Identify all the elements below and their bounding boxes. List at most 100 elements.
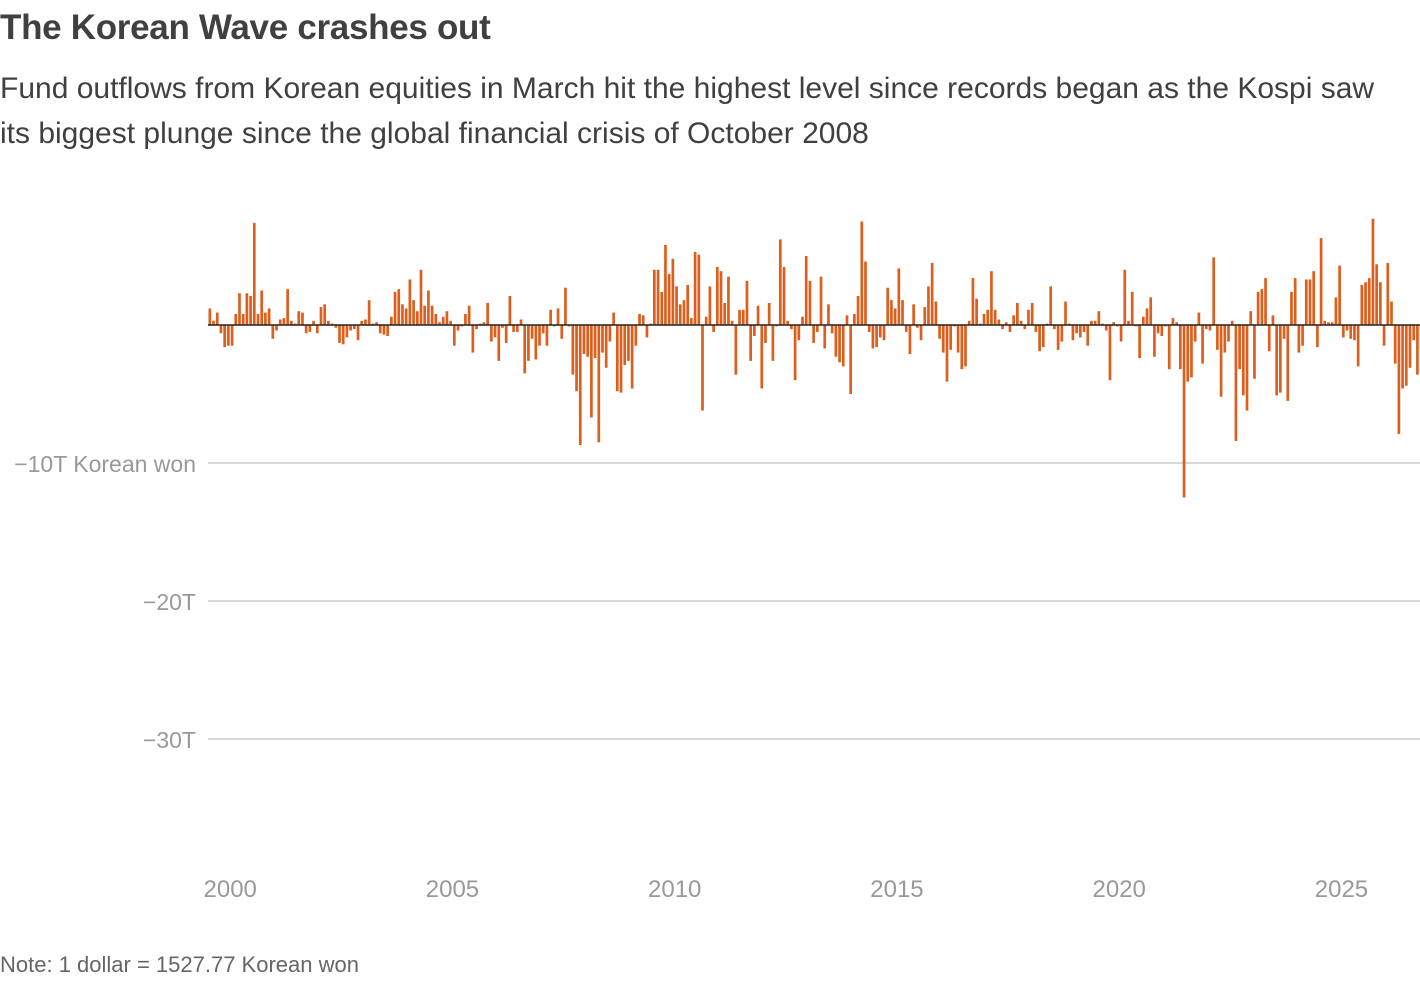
bar (404, 308, 408, 325)
bar (1353, 325, 1356, 341)
bar (319, 307, 323, 325)
bar (338, 325, 341, 343)
bar (764, 325, 767, 343)
y-tick-label: −30T (143, 727, 196, 753)
x-tick-label: 2005 (426, 876, 479, 903)
bar (415, 311, 419, 325)
bar (1301, 325, 1304, 346)
bar (1016, 302, 1019, 325)
bar (401, 304, 404, 325)
bar (1053, 325, 1056, 330)
bar (971, 278, 975, 325)
bar (723, 302, 727, 325)
bar (1234, 325, 1238, 441)
bar (397, 289, 401, 325)
bar (756, 305, 760, 325)
bar (771, 325, 775, 361)
bar (708, 286, 712, 325)
bar (1153, 325, 1156, 357)
bar (1167, 325, 1171, 370)
bar (534, 325, 538, 360)
bar (1334, 297, 1338, 325)
bar (508, 296, 512, 325)
bar (234, 313, 238, 325)
bar (827, 304, 830, 325)
bar (345, 325, 349, 338)
bar (745, 280, 749, 325)
bar (930, 262, 934, 325)
bar (245, 293, 249, 325)
bar (1364, 282, 1367, 325)
bar (1253, 325, 1256, 379)
bar (393, 291, 397, 325)
bar (964, 325, 967, 367)
bar (390, 316, 393, 325)
bar (241, 313, 245, 325)
bar (252, 222, 256, 325)
bar (986, 309, 990, 325)
bar (1216, 325, 1219, 350)
bar (975, 298, 978, 325)
bar (575, 325, 578, 392)
bar (834, 325, 838, 357)
bar (1312, 271, 1316, 325)
bar (912, 304, 915, 325)
bar (560, 325, 564, 339)
bar (1401, 325, 1404, 389)
bar (812, 325, 815, 343)
bar (427, 290, 430, 325)
bar (515, 325, 519, 332)
bar (212, 320, 215, 325)
bar (1382, 325, 1386, 346)
bar (1149, 297, 1153, 325)
bar (934, 301, 938, 325)
bar (582, 325, 586, 354)
bar (1386, 262, 1390, 325)
bar (271, 325, 275, 339)
bar (297, 311, 301, 325)
bar (493, 325, 497, 338)
bar (815, 325, 819, 332)
bar (630, 325, 634, 389)
bar (1345, 325, 1349, 331)
bar (960, 325, 964, 370)
bar (341, 325, 345, 345)
bar (545, 325, 549, 346)
bar (1175, 322, 1178, 325)
bar (741, 309, 745, 325)
bar (738, 309, 741, 325)
bar (1349, 325, 1353, 339)
bar (541, 325, 545, 334)
bar (1297, 325, 1301, 353)
bar (760, 325, 764, 389)
bar (1086, 325, 1090, 346)
bar (790, 325, 793, 330)
bar (1034, 325, 1038, 332)
bar (656, 269, 660, 325)
bar (219, 325, 223, 334)
bar (864, 261, 867, 325)
bar (593, 325, 597, 359)
bar (1204, 325, 1208, 330)
bar (841, 325, 845, 367)
bar (830, 325, 834, 334)
bar (667, 273, 671, 325)
bar (1227, 325, 1230, 342)
bar (1290, 291, 1293, 325)
chart-title: The Korean Wave crashes out (0, 8, 491, 47)
y-axis-labels: −10T Korean won −20T −30T (14, 451, 196, 753)
bar (1367, 278, 1371, 325)
bar (275, 325, 278, 331)
x-tick-label: 2000 (204, 876, 257, 903)
bar (767, 302, 771, 325)
bar (445, 311, 449, 325)
bar (227, 325, 230, 346)
bar (690, 318, 693, 325)
bar (1178, 325, 1182, 370)
bar (356, 325, 360, 341)
bar (289, 320, 293, 325)
bar (704, 316, 708, 325)
bar (860, 221, 864, 325)
bar (1241, 325, 1245, 396)
bar (1412, 325, 1416, 341)
